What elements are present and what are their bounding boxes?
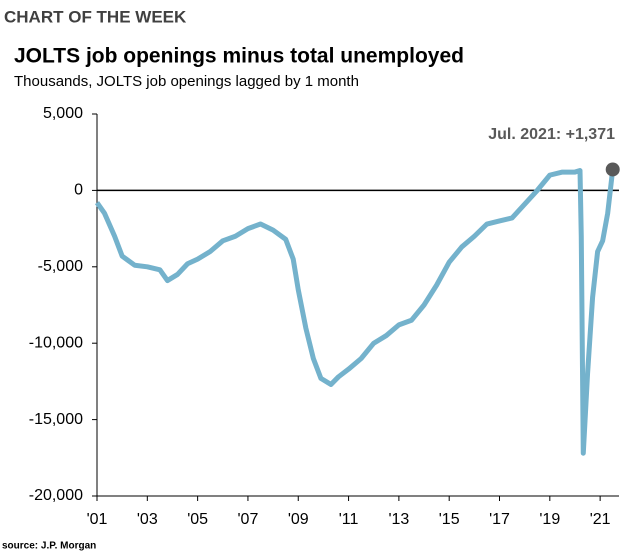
x-tick-label: '19: [539, 511, 560, 528]
annotation: Jul. 2021: +1,371: [488, 126, 615, 143]
source: source: J.P. Morgan: [2, 541, 96, 552]
y-tick-label: 5,000: [43, 105, 83, 122]
x-tick-label: '21: [590, 511, 611, 528]
x-tick-label: '15: [439, 511, 460, 528]
y-tick-label: 0: [74, 182, 83, 199]
x-tick-label: '07: [238, 511, 259, 528]
x-tick-label: '11: [339, 511, 359, 528]
x-tick-label: '13: [388, 511, 409, 528]
y-tick-label: -20,000: [29, 487, 83, 504]
header: CHART OF THE WEEK: [4, 7, 187, 26]
x-tick-label: '09: [288, 511, 309, 528]
chart-title: JOLTS job openings minus total unemploye…: [14, 45, 464, 68]
y-tick-label: -10,000: [29, 334, 83, 351]
chart-subtitle: Thousands, JOLTS job openings lagged by …: [14, 73, 359, 90]
x-tick-label: '03: [137, 511, 158, 528]
last-point: [605, 162, 620, 177]
x-tick-label: '01: [87, 511, 108, 528]
y-tick-label: -5,000: [38, 258, 83, 275]
data-line: [94, 168, 616, 456]
y-tick-label: -15,000: [29, 411, 83, 428]
x-tick-label: '05: [187, 511, 208, 528]
x-tick-label: '17: [489, 511, 510, 528]
